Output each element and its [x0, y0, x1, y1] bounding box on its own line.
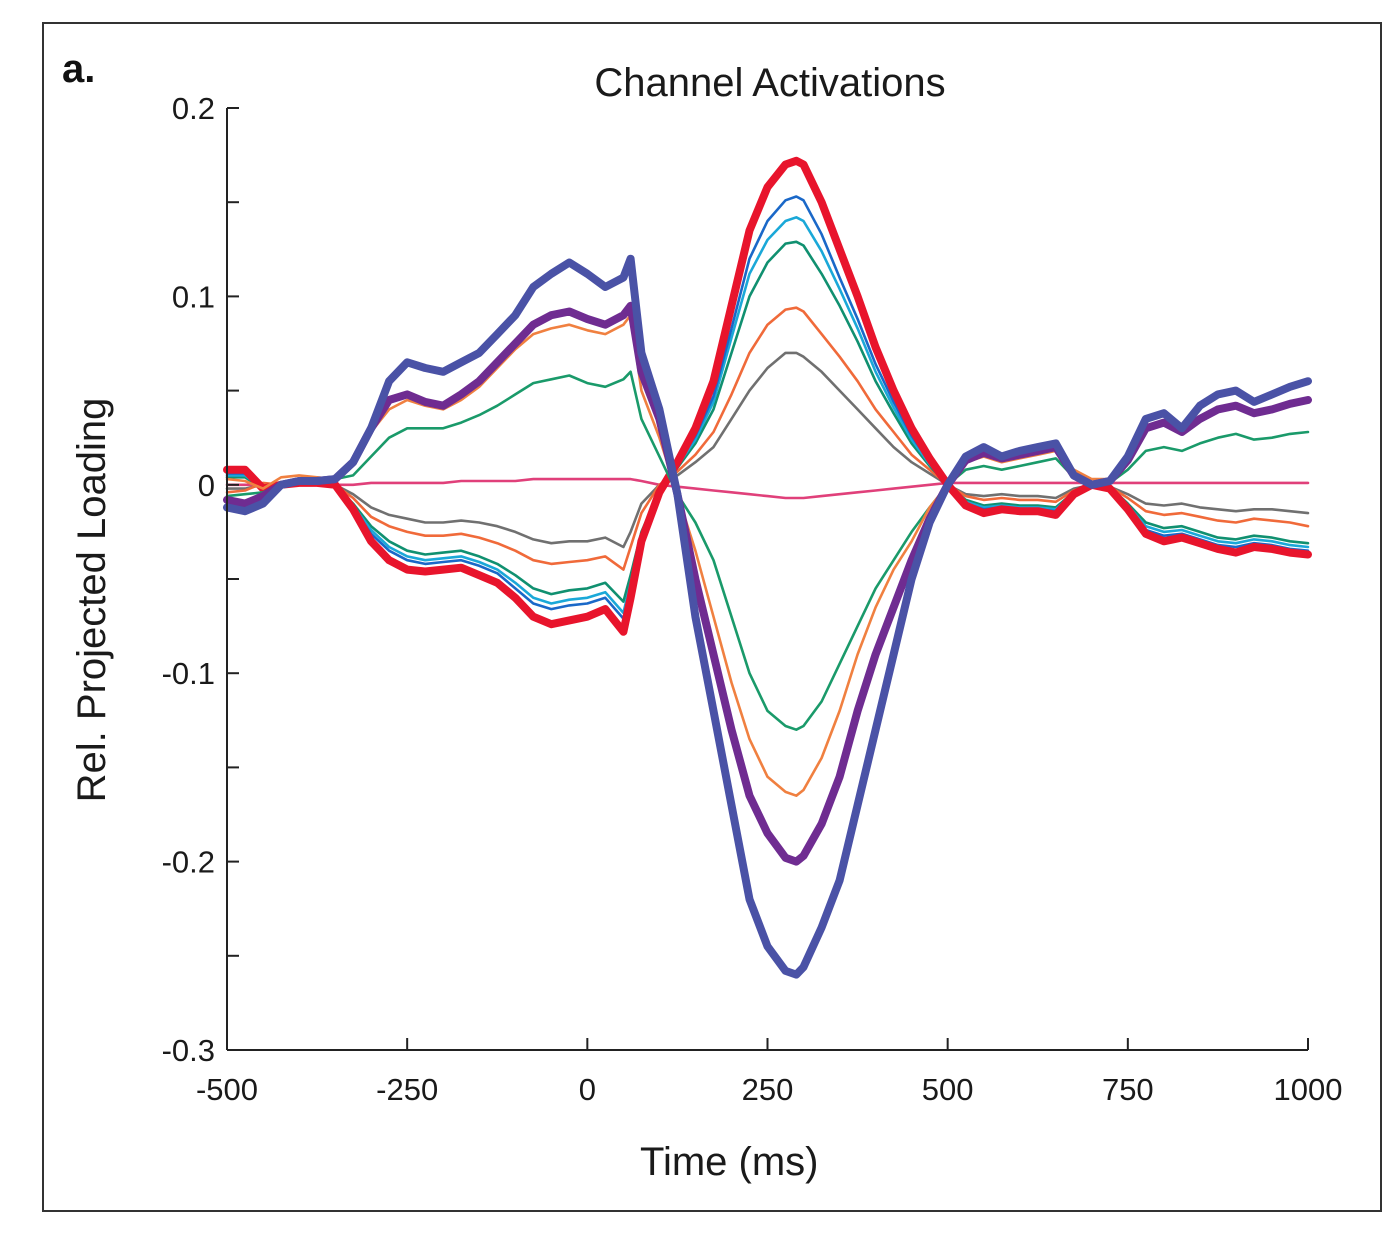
y-tick-label: -0.2 — [162, 845, 215, 880]
chart-title: Channel Activations — [594, 61, 945, 105]
series-line-red-thick — [223, 156, 1312, 636]
x-axis-title: Time (ms) — [640, 1140, 818, 1184]
y-tick-label: 0.1 — [172, 279, 215, 314]
series-line-orange-lower — [225, 306, 1310, 571]
series-layer — [223, 156, 1312, 979]
panel-label: a. — [62, 47, 95, 91]
series-line-magenta — [225, 477, 1310, 500]
axes — [226, 108, 1308, 1051]
x-tick-label: 250 — [742, 1072, 794, 1107]
y-tick-label: -0.3 — [162, 1033, 215, 1068]
x-tick-label: 500 — [922, 1072, 974, 1107]
series-line-green-upper — [225, 370, 1310, 731]
series-line-blue-thick — [223, 254, 1312, 979]
x-tick-label: -250 — [376, 1072, 438, 1107]
y-tick-label: -0.1 — [162, 656, 215, 691]
x-tick-label: 750 — [1102, 1072, 1154, 1107]
x-tick-label: 1000 — [1274, 1072, 1343, 1107]
series-line-gray — [225, 351, 1310, 549]
y-tick-label: 0.2 — [172, 91, 215, 126]
y-ticks: -0.3 -0.2 -0.1 0 0.1 0.2 — [162, 91, 239, 1068]
x-ticks: -500 -250 0 250 500 750 1000 — [196, 1038, 1343, 1107]
y-tick-label: 0 — [198, 468, 215, 503]
y-axis-title: Rel. Projected Loading — [70, 398, 114, 803]
x-tick-label: 0 — [579, 1072, 596, 1107]
x-tick-label: -500 — [196, 1072, 258, 1107]
figure-frame — [42, 22, 1382, 1212]
